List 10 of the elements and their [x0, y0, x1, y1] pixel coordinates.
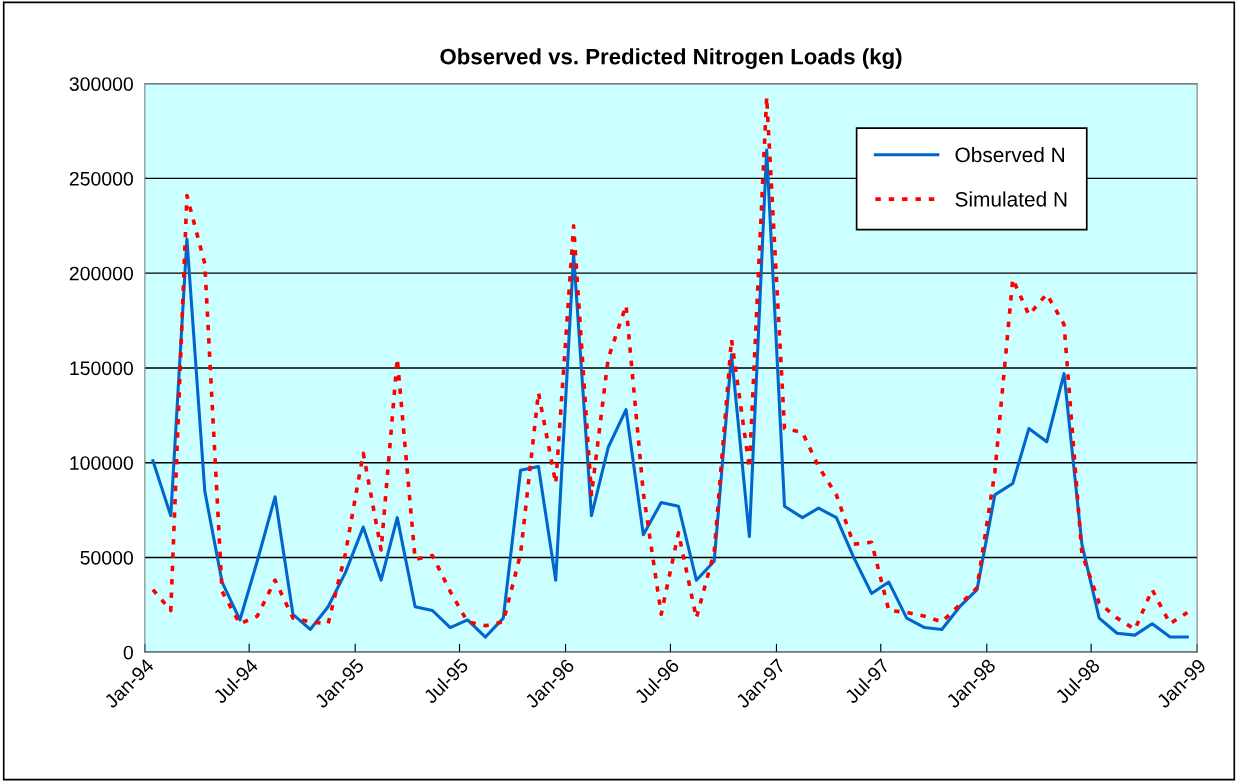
- legend-label: Simulated N: [955, 191, 1067, 207]
- y-tick-label: 50000: [80, 550, 133, 565]
- y-tick-label: 250000: [69, 171, 133, 186]
- legend-label: Observed N: [955, 146, 1064, 163]
- y-tick-label: 0: [123, 645, 133, 660]
- y-tick-label: 100000: [70, 456, 133, 470]
- y-tick-label: 150000: [70, 361, 133, 376]
- y-tick-label: 200000: [69, 266, 133, 281]
- y-tick-label: 300000: [69, 77, 133, 91]
- chart-title: Observed vs. Predicted Nitrogen Loads (kg): [440, 48, 902, 69]
